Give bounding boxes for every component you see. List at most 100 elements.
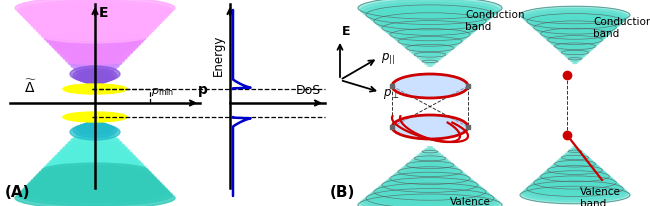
Ellipse shape [83,76,107,84]
Ellipse shape [86,78,105,84]
Ellipse shape [530,17,620,31]
Ellipse shape [34,170,157,187]
Ellipse shape [520,186,630,204]
Ellipse shape [530,179,620,193]
Ellipse shape [391,30,469,42]
Ellipse shape [569,59,581,61]
Ellipse shape [25,10,164,28]
Ellipse shape [366,189,494,206]
Ellipse shape [82,127,109,131]
Ellipse shape [561,155,589,160]
Ellipse shape [82,75,109,79]
Ellipse shape [23,180,167,199]
Ellipse shape [79,129,111,134]
Ellipse shape [540,171,610,183]
Ellipse shape [532,19,618,33]
Ellipse shape [417,154,443,158]
Ellipse shape [87,82,103,84]
Ellipse shape [49,156,140,168]
Ellipse shape [369,187,491,206]
Ellipse shape [402,164,458,173]
Ellipse shape [526,13,624,28]
Ellipse shape [522,8,628,25]
Ellipse shape [415,53,445,57]
Ellipse shape [553,42,597,49]
Ellipse shape [47,35,143,48]
Ellipse shape [534,176,616,189]
Ellipse shape [528,180,622,195]
Ellipse shape [425,149,435,150]
Ellipse shape [36,22,153,38]
Ellipse shape [66,57,124,64]
Ellipse shape [71,137,119,143]
Ellipse shape [90,120,100,121]
Ellipse shape [49,38,140,50]
Ellipse shape [551,163,599,170]
Text: E: E [99,6,109,20]
Ellipse shape [34,19,157,36]
Ellipse shape [567,151,583,153]
Ellipse shape [358,194,502,206]
Ellipse shape [534,21,616,34]
Ellipse shape [363,2,497,22]
Text: E: E [342,25,350,38]
Ellipse shape [60,50,129,60]
Ellipse shape [31,16,159,33]
Ellipse shape [83,122,107,130]
Ellipse shape [540,27,610,39]
Ellipse shape [84,125,106,128]
Ellipse shape [47,158,143,171]
Ellipse shape [547,36,603,44]
Ellipse shape [563,52,587,56]
Ellipse shape [404,43,456,50]
Ellipse shape [55,151,135,162]
Ellipse shape [566,55,585,58]
Ellipse shape [374,12,487,29]
Ellipse shape [371,185,489,203]
Ellipse shape [551,40,599,47]
Ellipse shape [36,168,153,184]
Ellipse shape [92,121,98,123]
Text: $p_{\rm min}$: $p_{\rm min}$ [151,86,174,98]
Ellipse shape [402,40,458,49]
Ellipse shape [374,184,487,201]
Ellipse shape [92,117,98,118]
Ellipse shape [68,60,122,67]
Ellipse shape [394,33,466,43]
Ellipse shape [361,0,499,21]
Ellipse shape [18,0,172,21]
Ellipse shape [532,177,618,191]
Ellipse shape [392,115,468,139]
Ellipse shape [392,74,468,98]
Ellipse shape [538,25,612,37]
Ellipse shape [524,10,626,27]
Ellipse shape [66,142,124,149]
Ellipse shape [68,139,122,146]
Ellipse shape [58,149,133,159]
Ellipse shape [555,160,595,166]
Ellipse shape [549,164,601,172]
Ellipse shape [528,15,622,30]
Ellipse shape [60,146,129,156]
Text: Conduction
band: Conduction band [465,10,525,32]
Text: Valence
band: Valence band [580,187,621,206]
Ellipse shape [394,170,466,180]
Ellipse shape [545,34,605,43]
Text: $\widetilde{\Delta}$: $\widetilde{\Delta}$ [23,79,36,96]
Ellipse shape [425,63,435,64]
Ellipse shape [53,153,138,165]
Ellipse shape [376,15,484,31]
Ellipse shape [520,6,630,24]
Ellipse shape [536,174,614,187]
Ellipse shape [559,157,591,162]
Ellipse shape [410,159,450,165]
Ellipse shape [87,122,103,124]
Ellipse shape [63,112,127,122]
Ellipse shape [25,178,164,196]
Ellipse shape [526,182,624,198]
Ellipse shape [63,84,127,94]
Ellipse shape [422,150,437,153]
Ellipse shape [44,161,146,174]
Ellipse shape [549,38,601,46]
Ellipse shape [20,182,170,202]
